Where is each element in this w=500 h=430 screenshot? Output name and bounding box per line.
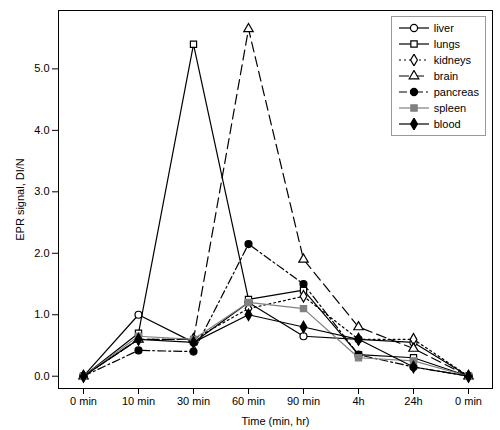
svg-text:10 min: 10 min [122,395,155,407]
svg-text:4.0: 4.0 [34,124,49,136]
html-text:blood: blood [433,118,461,130]
svg-text:5.0: 5.0 [34,62,49,74]
svg-text:24h: 24h [404,395,422,407]
svg-text:Time (min, hr): Time (min, hr) [241,415,309,427]
svg-text:0.0: 0.0 [34,370,49,382]
svg-text:90 min: 90 min [287,395,320,407]
html-text:liver: liver [433,22,454,34]
svg-text:0 min: 0 min [455,395,482,407]
svg-text:3.0: 3.0 [34,185,49,197]
svg-text:2.0: 2.0 [34,247,49,259]
html-text:kidneys: kidneys [433,54,471,66]
html-text:pancreas: pancreas [433,86,479,98]
svg-text:1.0: 1.0 [34,308,49,320]
svg-text:4h: 4h [352,395,364,407]
svg-text:60 min: 60 min [232,395,265,407]
svg-text:EPR signal, DI/N: EPR signal, DI/N [14,158,26,241]
svg-text:0 min: 0 min [70,395,97,407]
svg-text:30 min: 30 min [177,395,210,407]
html-text:brain: brain [433,70,459,82]
html-text:spleen: spleen [433,102,467,114]
html-text:lungs: lungs [433,38,460,50]
